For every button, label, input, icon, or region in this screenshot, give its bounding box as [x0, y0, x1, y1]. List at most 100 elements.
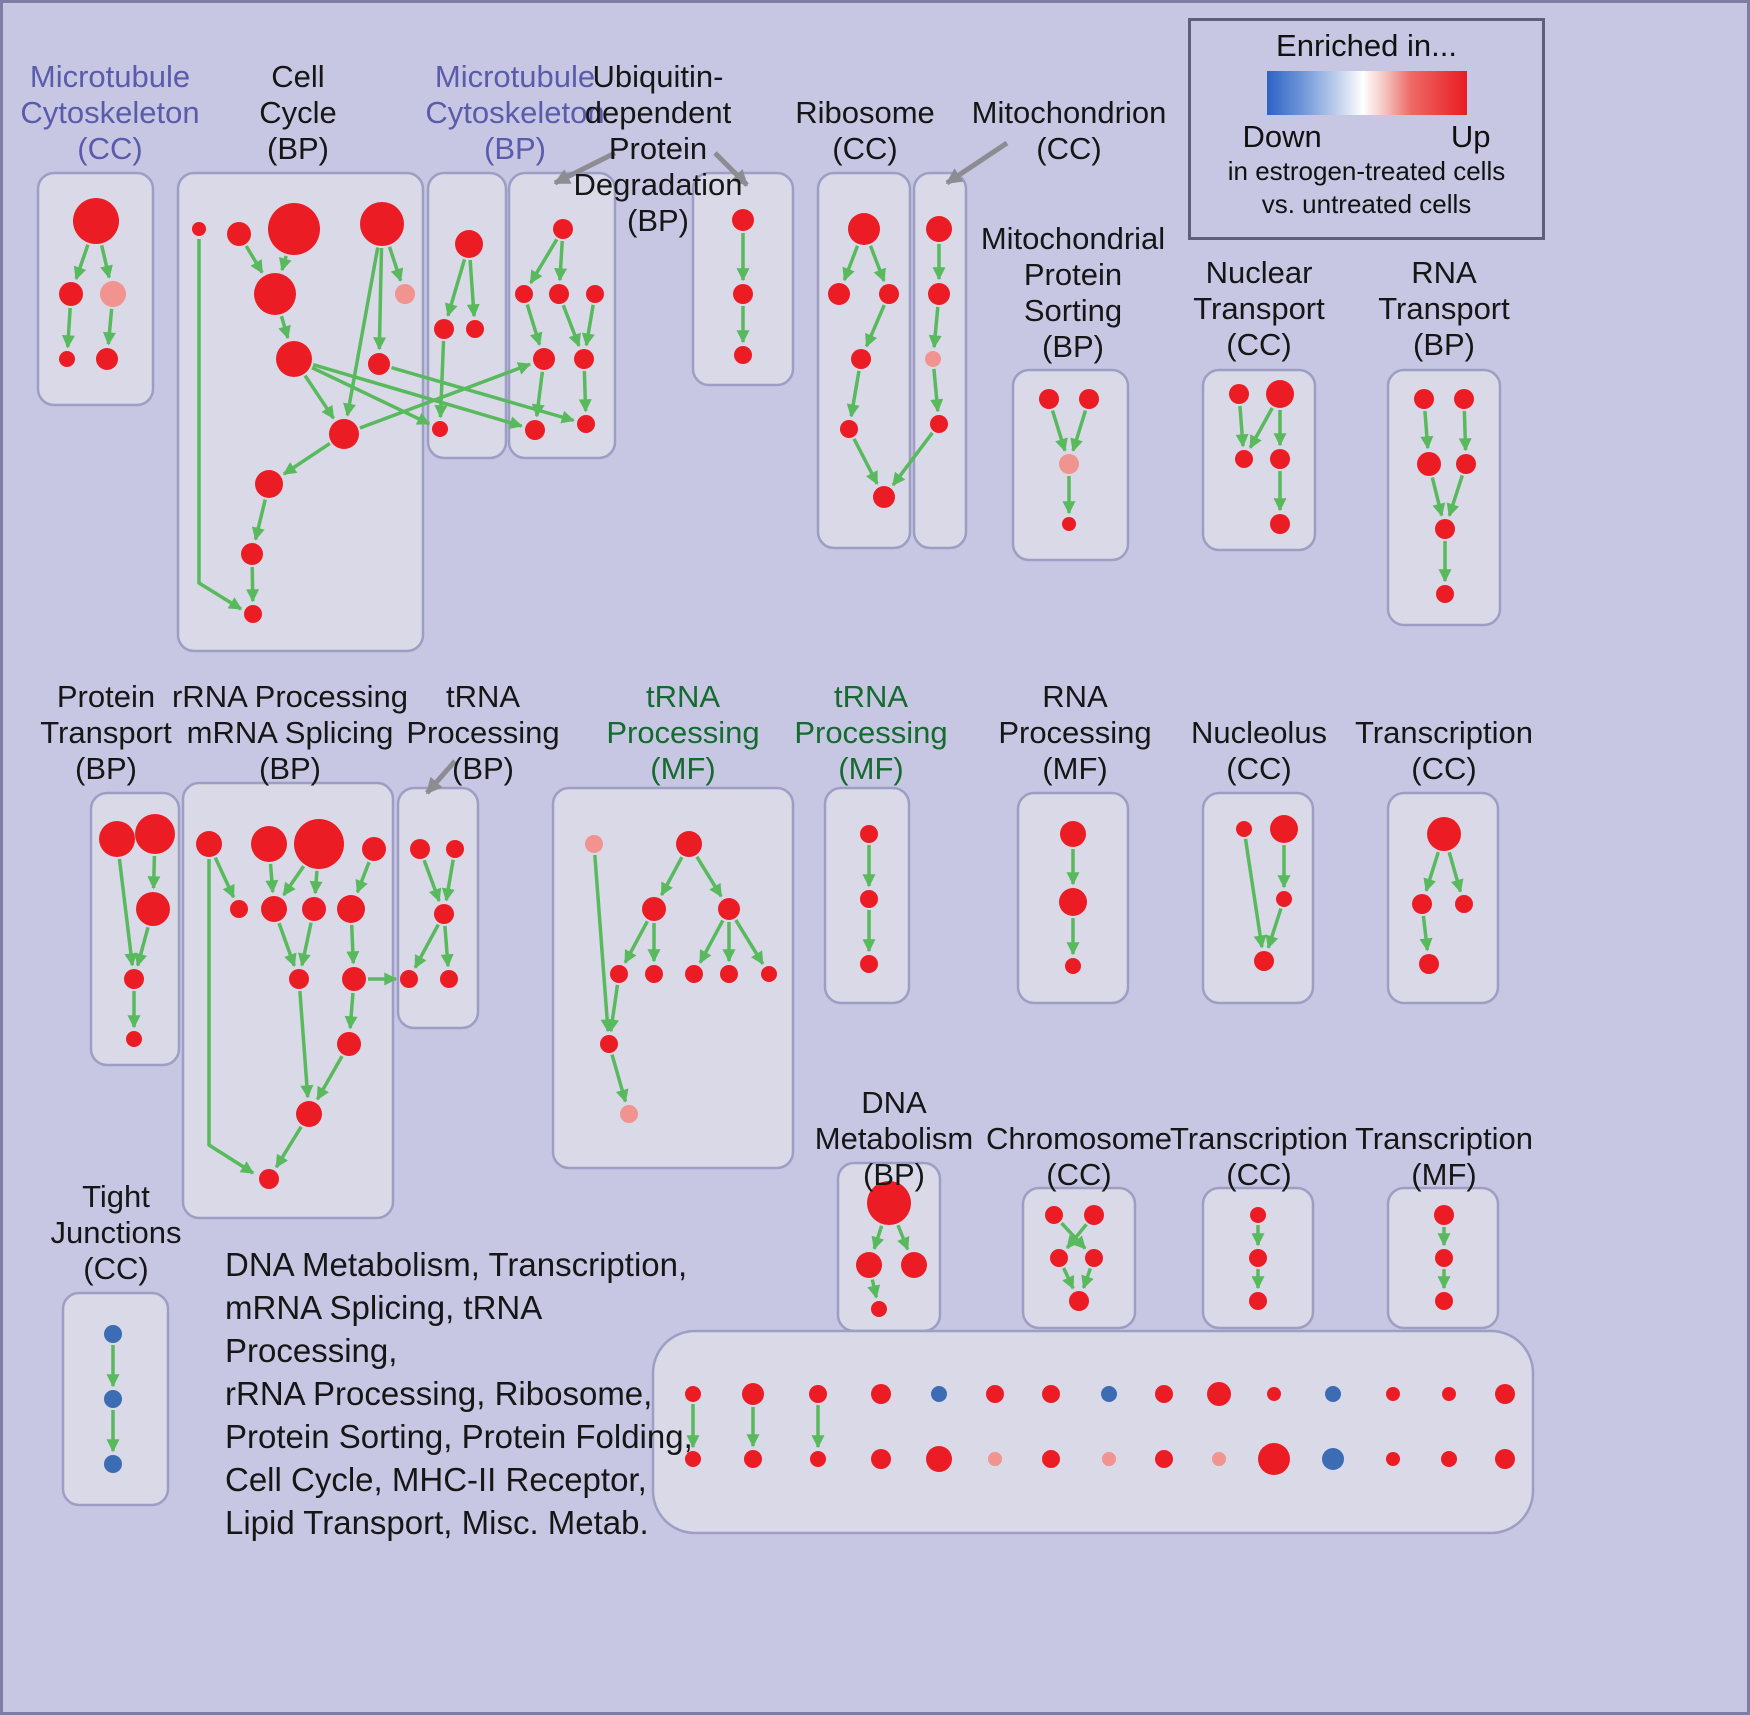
go-term-node	[1456, 454, 1476, 474]
cluster-box-trna-processing-mf-large	[551, 786, 795, 1170]
go-term-node	[1435, 1292, 1453, 1310]
go-term-node	[99, 821, 135, 857]
go-term-node	[1060, 821, 1086, 847]
go-term-node	[227, 222, 251, 246]
edge-arrow	[525, 303, 543, 346]
edge-arrow	[1265, 907, 1283, 949]
legend-title: Enriched in...	[1276, 28, 1457, 63]
edge-arrow	[440, 925, 454, 968]
edge-arrow	[422, 859, 442, 903]
go-term-node	[360, 202, 404, 246]
go-term-node	[1079, 389, 1099, 409]
go-term-node	[268, 203, 320, 255]
go-term-node	[1042, 1450, 1060, 1468]
edge-arrow	[282, 865, 306, 897]
edge-arrow	[1081, 1267, 1094, 1290]
go-term-node	[1386, 1387, 1400, 1401]
edge-arrow	[445, 258, 467, 317]
go-term-node	[1039, 389, 1059, 409]
go-term-node	[871, 1301, 887, 1317]
go-term-node	[196, 831, 222, 857]
go-term-node	[434, 319, 454, 339]
go-term-node	[553, 219, 573, 239]
go-term-node	[1065, 958, 1081, 974]
go-term-node	[104, 1390, 122, 1408]
edge-arrow	[466, 259, 480, 318]
go-term-node	[860, 825, 878, 843]
edge-arrow	[1248, 407, 1274, 449]
cluster-box-protein-transport-bp	[89, 791, 181, 1067]
go-term-node	[1042, 1385, 1060, 1403]
go-term-node	[192, 222, 206, 236]
edge-arrow	[1065, 1223, 1088, 1250]
go-term-node	[848, 213, 880, 245]
edge-arrow	[606, 984, 620, 1033]
go-term-node	[1249, 1292, 1267, 1310]
go-term-node	[1417, 452, 1441, 476]
go-term-node	[410, 839, 430, 859]
go-term-node	[337, 1032, 361, 1056]
legend-box: Enriched in... Down Up in estrogen-treat…	[1188, 18, 1545, 240]
go-term-node	[337, 895, 365, 923]
go-term-node	[600, 1035, 618, 1053]
go-term-node	[988, 1452, 1002, 1466]
go-term-node	[810, 1451, 826, 1467]
network-diagram	[36, 140, 1535, 1535]
go-term-node	[1229, 384, 1249, 404]
edge-arrow	[434, 340, 448, 419]
go-term-node	[368, 353, 390, 375]
edge-arrow	[134, 926, 150, 967]
go-term-node	[533, 348, 555, 370]
edge-arrow	[359, 362, 532, 430]
go-term-node	[1059, 454, 1079, 474]
edge-arrow	[265, 863, 279, 894]
edge-arrow	[891, 431, 934, 487]
go-term-node	[1442, 1387, 1456, 1401]
go-term-node	[261, 896, 287, 922]
go-term-node	[289, 969, 309, 989]
legend-up-label: Up	[1450, 119, 1491, 154]
edge-arrow	[561, 304, 581, 348]
go-term-node	[446, 840, 464, 858]
edge-arrow	[102, 308, 116, 346]
go-term-node	[59, 351, 75, 367]
go-term-node	[871, 1384, 891, 1404]
go-term-node	[549, 284, 569, 304]
cluster-box-cell-cycle-bp	[176, 171, 425, 653]
edge-arrow	[695, 855, 723, 898]
annotation-arrow	[945, 140, 1009, 186]
edge-arrow	[387, 246, 404, 282]
legend-down-label: Down	[1242, 119, 1322, 154]
go-term-node	[1427, 817, 1461, 851]
go-term-node	[1495, 1384, 1515, 1404]
edge-arrow	[554, 240, 568, 282]
go-term-node	[1435, 1249, 1453, 1267]
edge-arrow	[441, 859, 455, 902]
edge-arrow	[312, 362, 523, 429]
go-term-node	[1322, 1448, 1344, 1470]
go-term-node	[926, 216, 952, 242]
go-term-node	[1102, 1452, 1116, 1466]
go-term-node	[244, 605, 262, 623]
edge-arrow	[623, 920, 649, 964]
go-term-node	[1155, 1385, 1173, 1403]
go-term-node	[585, 835, 603, 853]
go-term-node	[1267, 1387, 1281, 1401]
go-term-node	[1254, 951, 1274, 971]
go-term-node	[525, 420, 545, 440]
go-term-node	[1270, 514, 1290, 534]
go-term-node	[1435, 519, 1455, 539]
edge-arrow	[213, 856, 236, 899]
edge-arrow	[852, 437, 879, 485]
edge-arrow	[1062, 1267, 1075, 1290]
edge-arrow	[244, 245, 264, 274]
edge-path	[207, 859, 255, 1175]
go-term-node	[230, 900, 248, 918]
go-term-node	[1454, 389, 1474, 409]
go-term-node	[1155, 1450, 1173, 1468]
go-term-node	[828, 283, 850, 305]
go-term-node	[851, 349, 871, 369]
go-term-node	[104, 1455, 122, 1473]
go-term-node	[577, 415, 595, 433]
go-term-node	[574, 349, 594, 369]
